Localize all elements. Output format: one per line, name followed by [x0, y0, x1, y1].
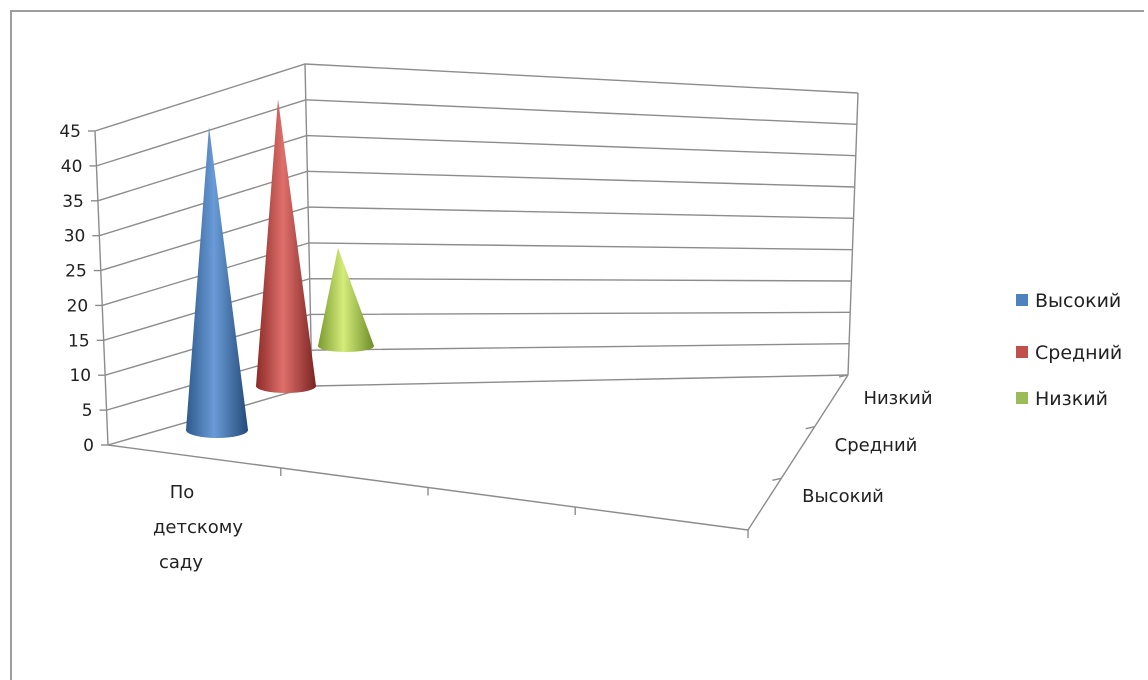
legend-swatch-1 — [1016, 294, 1028, 306]
y-tick-label: 0 — [83, 436, 94, 456]
y-tick-label: 40 — [61, 157, 83, 177]
y-tick-label: 45 — [59, 122, 81, 142]
cones — [186, 99, 374, 438]
y-tick-label: 15 — [68, 331, 90, 351]
cone-2 — [256, 99, 316, 393]
y-tick-label: 35 — [62, 192, 84, 212]
y-tick-label: 25 — [65, 262, 87, 282]
y-tick-label: 30 — [64, 227, 86, 247]
back-corner-edge — [304, 63, 313, 387]
gridline — [94, 63, 859, 132]
y-axis: 0 5 10 15 20 25 30 35 40 45 — [59, 122, 108, 456]
depth-label-medium: Средний — [835, 435, 918, 456]
chart-frame — [10, 10, 1144, 680]
depth-label-low: Низкий — [863, 388, 932, 409]
depth-tick-mark — [772, 477, 782, 482]
legend-swatch-2 — [1016, 346, 1028, 358]
legend: Высокий Средний Низкий — [1016, 290, 1122, 410]
legend-label-2: Средний — [1035, 342, 1122, 364]
legend-label-1: Высокий — [1035, 290, 1121, 312]
x-category-label-1: По — [170, 482, 195, 503]
floor-right-edge — [747, 374, 849, 531]
depth-label-high: Высокий — [802, 486, 884, 507]
cone-1 — [186, 126, 248, 438]
x-category-label-2: детскому — [153, 517, 243, 538]
legend-label-3: Низкий — [1035, 388, 1108, 410]
back-right-edge — [847, 92, 859, 376]
y-axis-line — [94, 130, 109, 446]
depth-tick-mark — [805, 425, 815, 430]
y-tick-label: 10 — [69, 366, 91, 386]
y-tick-label: 20 — [67, 296, 89, 316]
x-category-label-3: саду — [159, 552, 203, 573]
y-tick-label: 5 — [82, 401, 93, 421]
legend-swatch-3 — [1016, 392, 1028, 404]
cone-3 — [318, 248, 374, 352]
depth-tick-mark — [838, 374, 849, 378]
